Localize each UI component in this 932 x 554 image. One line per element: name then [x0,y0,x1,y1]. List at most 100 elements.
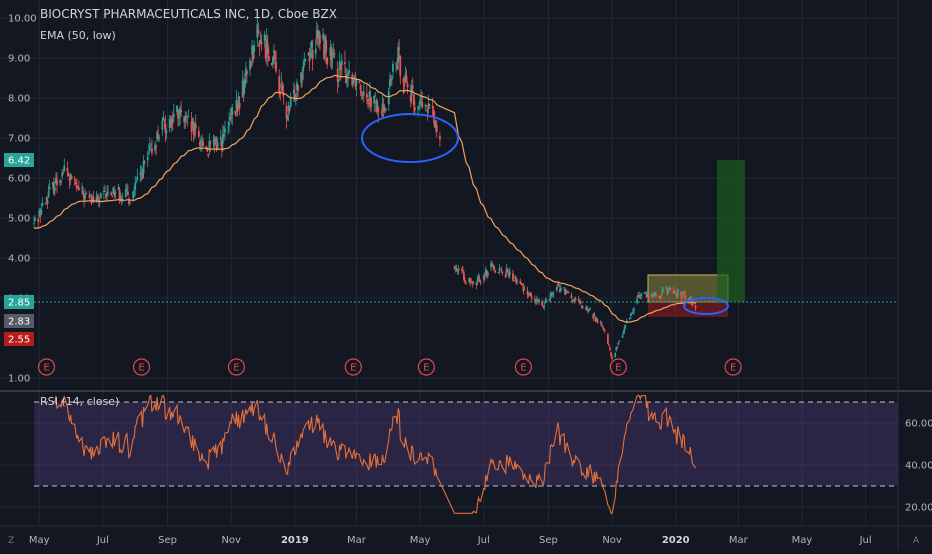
candle-body [253,44,256,53]
earnings-marker-label: E [423,363,429,374]
candle-body [333,53,336,56]
candle-body [96,196,99,198]
candle-body [645,293,648,297]
earnings-marker[interactable] [132,358,151,376]
price-tag[interactable] [4,153,34,167]
candle-body [60,181,63,183]
candle-body [67,173,70,177]
earnings-marker[interactable] [37,358,56,376]
consolidation-circle-annotation[interactable] [683,297,729,315]
candle-body [142,160,145,174]
price-tag[interactable] [4,314,34,328]
candle-body [353,75,356,77]
earnings-marker[interactable] [609,358,627,376]
candle-body [434,122,437,126]
candle-body [472,281,475,283]
auto-scale-button[interactable]: A [913,536,920,546]
earnings-marker-label: E [43,363,49,374]
candle-body [519,281,522,284]
candle-body [258,41,261,48]
candle-body [392,63,394,72]
price-tag[interactable] [4,332,34,346]
candle-body [358,81,361,83]
candle-body [515,278,517,283]
price-tag[interactable] [4,295,34,309]
candle-body [428,104,431,106]
candle-body [380,112,383,114]
earnings-marker[interactable] [344,358,362,376]
ema-legend[interactable]: EMA (50, low) [40,29,116,42]
chart-title[interactable]: BIOCRYST PHARMACEUTICALS INC, 1D, Cboe B… [40,7,337,21]
price-axis-label: 8.00 [8,94,30,105]
candle-body [662,289,665,291]
candle-body [303,62,306,66]
candle-body [105,193,107,198]
candle-body [74,182,77,185]
earnings-marker[interactable] [227,358,246,376]
candle-body [382,106,385,112]
rsi-axis[interactable]: 60.00 40.00 20.00 [905,419,932,514]
candle-body [223,134,225,137]
price-tag-label: 6.42 [8,156,30,167]
rsi-legend[interactable]: RSI (14, close) [40,395,119,408]
candle-body [504,274,507,278]
candle-body [38,210,41,217]
candle-body [84,194,87,199]
candle-body [354,78,357,87]
candle-body [464,280,466,283]
candle-body [526,290,529,295]
candle-body [257,29,260,35]
candle-body [185,116,188,118]
candle-body [289,96,292,107]
earnings-marker[interactable] [514,358,532,376]
candle-body [345,73,347,83]
time-axis-label: Nov [602,535,622,546]
candle-body [431,106,434,108]
candle-body [594,317,597,322]
candle-body [585,308,587,310]
target-projection-zone[interactable] [717,160,745,302]
earnings-marker[interactable] [417,358,435,376]
candle-body [499,268,502,269]
candle-body [330,49,333,61]
support-circle-annotation[interactable] [361,113,459,163]
candle-body [571,300,574,302]
candle-body [34,218,36,221]
earnings-marker[interactable] [724,358,742,376]
candle-body [59,180,61,183]
candle-body [325,40,328,52]
candle-body [187,116,190,118]
zoom-reset-corner[interactable]: Z [8,536,14,546]
rsi-axis-label: 60.00 [905,419,932,430]
candle-body [263,34,266,41]
time-axis[interactable]: May Jul Sep Nov 2019 Mar May Jul Sep Nov 2020 Mar Ma… [29,535,872,546]
candle-body [639,297,642,299]
candle-body [40,209,43,215]
candle-body [410,85,413,96]
candle-body [259,40,262,44]
candle-body [477,276,480,280]
price-axis-label: 4.00 [8,254,30,265]
candle-body [501,271,504,273]
candle-body [302,65,305,72]
candle-body [285,106,288,119]
candle-body [250,62,252,66]
candle-body [427,103,430,109]
candle-body [121,199,124,201]
candle-body [104,191,106,192]
time-axis-label: May [792,535,813,546]
candle-body [616,347,619,349]
candle-body [134,182,137,190]
price-axis-label: 9.00 [8,54,30,65]
candle-body [377,107,380,113]
earnings-marker-label: E [520,363,526,374]
candle-body [424,105,427,107]
candle-body [155,146,157,149]
candle-body [148,145,151,151]
candle-body [147,152,150,155]
candle-body [120,198,123,200]
candle-body [536,298,538,301]
candle-body [505,268,508,272]
